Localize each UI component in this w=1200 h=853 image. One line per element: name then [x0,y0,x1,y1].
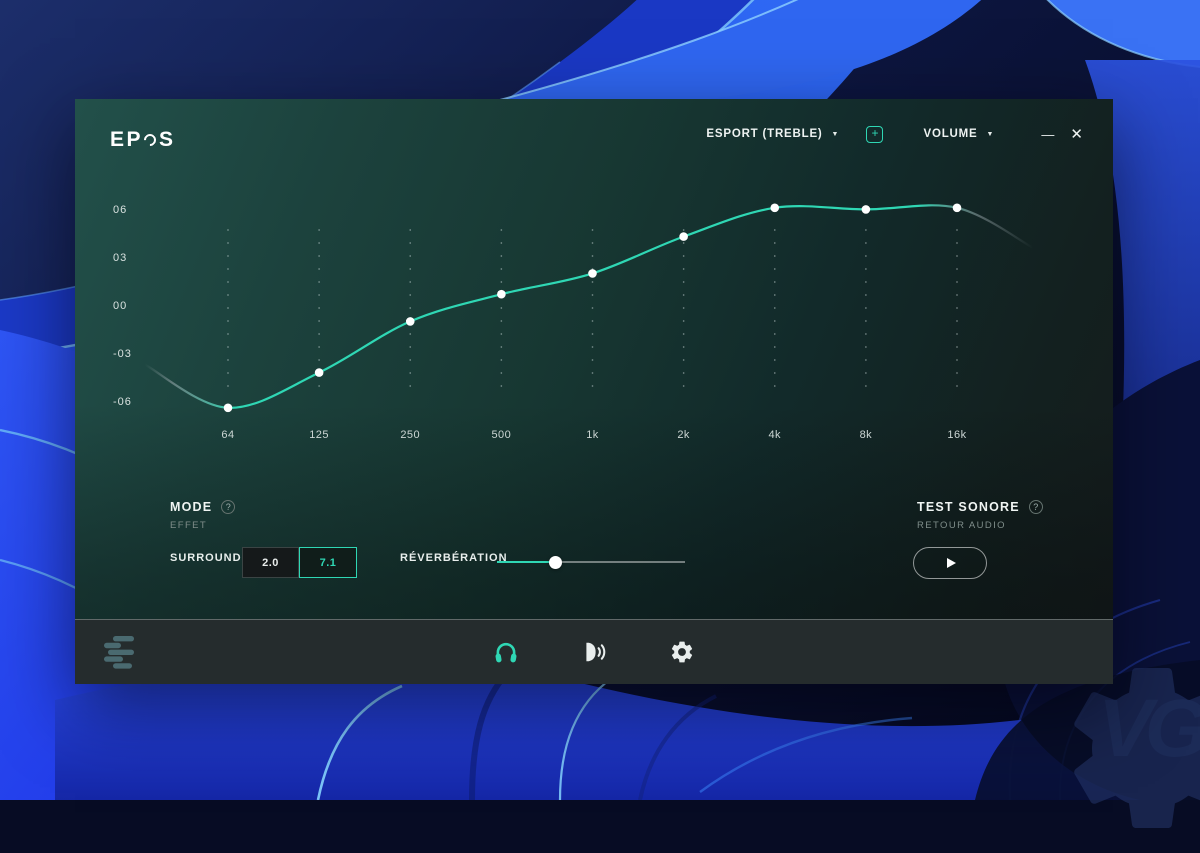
logo-text-right: S [159,128,176,151]
surround-label: SURROUND [170,552,242,564]
minimize-button[interactable]: — [1041,126,1055,142]
mode-help-icon[interactable]: ? [221,500,236,514]
logo-text-left: EP [110,128,144,151]
reviewer-watermark: VG [1052,648,1200,848]
play-icon [947,558,956,568]
eq-band-handle[interactable] [497,289,506,299]
reverb-slider-fill [497,561,556,563]
header-controls: ESPORT (TREBLE) ▼ + VOLUME ▼ — ✕ [706,124,1083,144]
eq-band-handle[interactable] [861,205,871,214]
add-preset-button[interactable]: + [866,125,884,143]
surround-option-2-0[interactable]: 2.0 [242,547,299,578]
eq-frequency-label: 2k [677,429,690,441]
eq-frequency-label: 125 [309,429,330,441]
preset-dropdown[interactable]: ESPORT (TREBLE) ▼ [706,128,838,140]
equalizer-plot: 06 03 00 -03 -06 64 125 250 500 1k 2k 4k 8k 16k [75,99,1113,519]
eq-y-axis-label: 00 [113,300,128,312]
volume-label: VOLUME [923,128,978,140]
watermark-text: VG [1098,683,1200,774]
eq-y-axis-label: 03 [113,252,128,264]
sound-test-block: TEST SONORE? RETOUR AUDIO [917,498,1043,531]
eq-band-handle[interactable] [223,403,233,413]
epos-menu-icon[interactable] [104,636,136,669]
mode-label: MODE [170,500,213,514]
mode-block: MODE? EFFET [170,498,236,531]
mode-sublabel: EFFET [170,520,208,531]
reverb-slider-thumb[interactable] [548,555,562,569]
speaker-sidetone-icon [586,642,606,662]
eq-frequency-label: 500 [491,429,512,441]
eq-band-handle[interactable] [952,203,962,213]
preset-label: ESPORT (TREBLE) [706,128,823,140]
bottom-navbar [75,619,1113,684]
eq-curve [143,204,1035,409]
sound-test-label: TEST SONORE [917,500,1020,514]
close-button[interactable]: ✕ [1070,126,1083,143]
eq-y-axis-label: 06 [113,204,128,216]
reverb-label: RÉVERBÉRATION [400,552,508,564]
eq-frequency-label: 250 [400,429,421,441]
epos-app-window: EP S ESPORT (TREBLE) ▼ + VOLUME ▼ — ✕ [75,99,1113,684]
eq-band-handle[interactable] [588,269,597,278]
sound-test-help-icon[interactable]: ? [1028,500,1043,514]
nav-icon-group [493,620,695,684]
eq-curve-svg [143,203,1035,413]
eq-y-axis-label: -06 [113,396,132,408]
sound-test-play-button[interactable] [913,547,987,579]
eq-frequency-label: 64 [221,429,235,441]
eq-band-handle[interactable] [314,368,324,377]
epos-logo: EP S [110,128,176,152]
tab-sidetone[interactable] [581,639,607,665]
tab-settings[interactable] [669,639,695,665]
volume-dropdown[interactable]: VOLUME ▼ [923,128,993,140]
gear-icon [671,641,693,663]
eq-frequency-label: 16k [947,429,967,441]
sound-test-sublabel: RETOUR AUDIO [917,520,1006,531]
reverb-slider-track[interactable] [497,561,685,563]
watermark-gear-icon [1074,667,1200,828]
chevron-down-icon: ▼ [831,130,839,138]
surround-option-7-1[interactable]: 7.1 [299,547,357,578]
chevron-down-icon: ▼ [986,130,994,138]
surround-toggle: 2.0 7.1 [242,547,357,578]
tab-headphones[interactable] [493,639,519,665]
eq-frequency-label: 4k [768,429,782,441]
eq-band-handle[interactable] [679,232,688,241]
eq-band-handle[interactable] [405,317,415,326]
headphones-icon [495,642,517,663]
reverb-slider[interactable] [497,555,685,569]
eq-frequency-label: 1k [586,429,599,441]
eq-band-handle[interactable] [770,203,780,213]
eq-frequency-label: 8k [859,429,873,441]
eq-y-axis-label: -03 [113,348,132,360]
